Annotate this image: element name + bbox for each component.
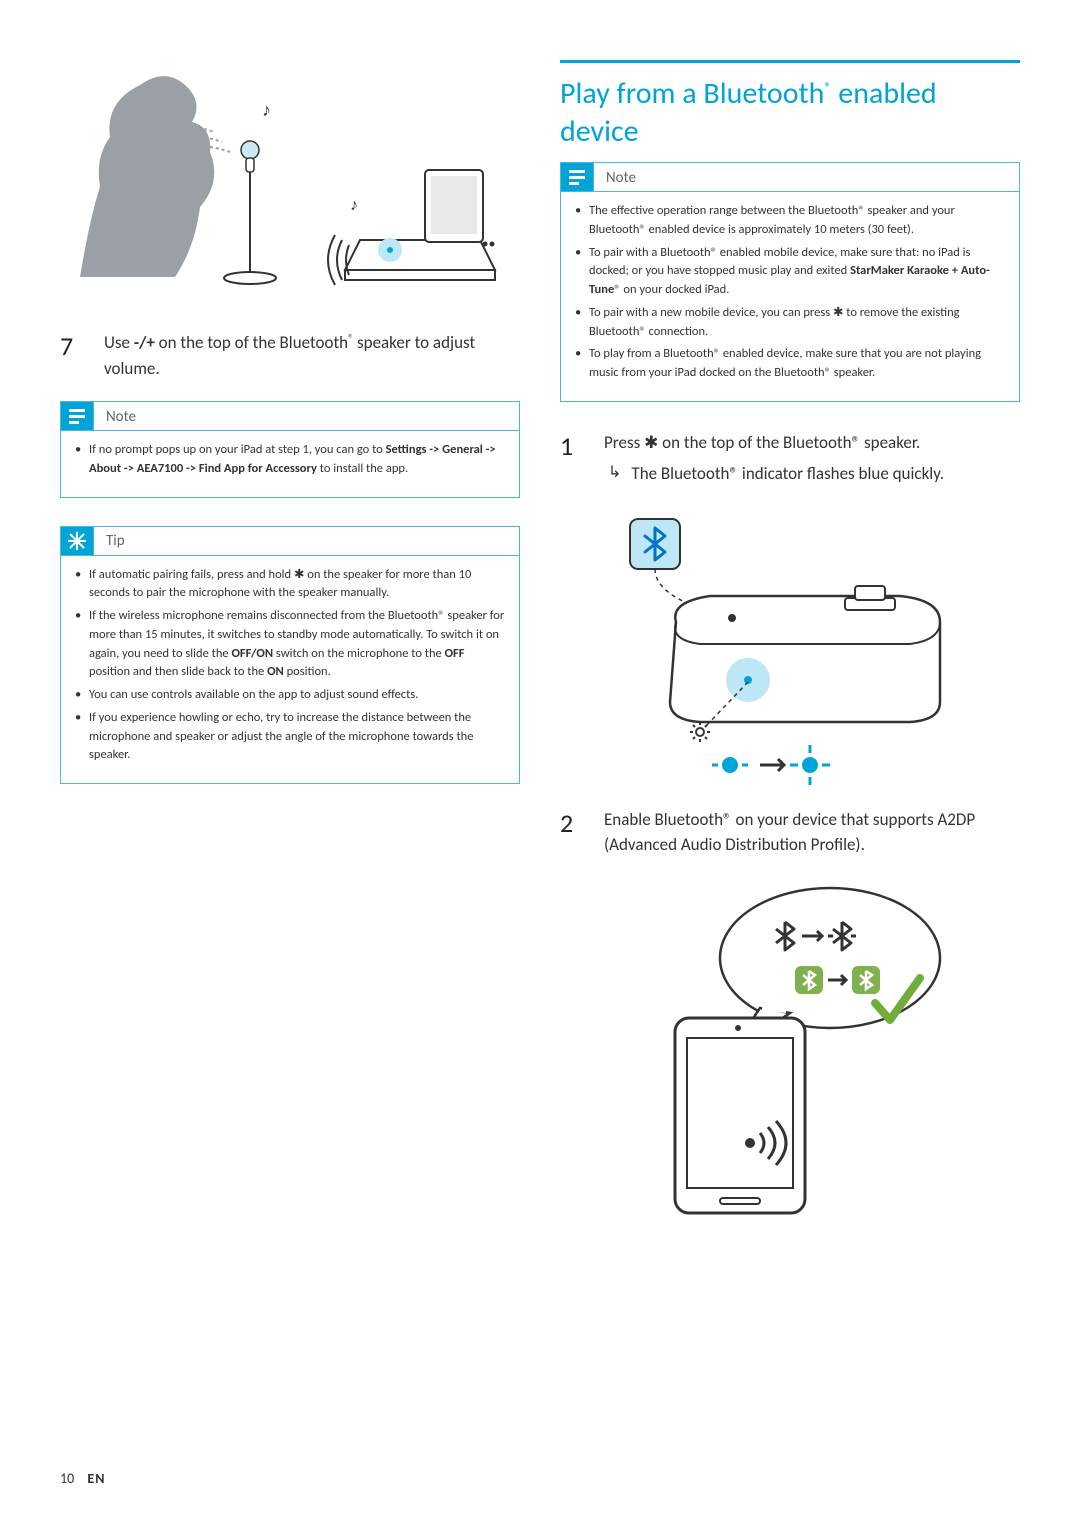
step-number: 7 (60, 330, 84, 381)
step-2: 2 Enable Bluetooth® on your device that … (560, 807, 1020, 858)
note-item: To pair with a new mobile device, you ca… (575, 304, 1005, 342)
tip-item: If you experience howling or echo, try t… (75, 709, 505, 765)
tip-item: You can use controls available on the ap… (75, 686, 505, 705)
note-icon (60, 401, 94, 431)
result-arrow-icon: ↳ (608, 461, 621, 487)
sup: ® (824, 79, 831, 96)
note-label: Note (106, 408, 136, 426)
page-footer: 10 EN (60, 1470, 105, 1487)
tip-item: If the wireless microphone remains disco… (75, 607, 505, 682)
note-item: To play from a Bluetooth® enabled device… (575, 345, 1005, 383)
note-list-right: The effective operation range between th… (575, 202, 1005, 383)
step-1-text: Press ✱ on the top of the Bluetooth® spe… (604, 430, 944, 456)
box-header: Note (561, 163, 1019, 192)
t: to install the app. (317, 461, 408, 476)
note-item: If no prompt pops up on your iPad at ste… (75, 441, 505, 479)
step-2-text: Enable Bluetooth® on your device that su… (604, 807, 1020, 858)
page-lang: EN (87, 1470, 105, 1487)
note-icon (560, 162, 594, 192)
step-1-sub-text: The Bluetooth® indicator flashes blue qu… (631, 461, 944, 487)
note-item: To pair with a Bluetooth® enabled mobile… (575, 244, 1005, 300)
note-label: Note (606, 169, 636, 187)
t: -/+ (134, 332, 155, 353)
box-header: Note (61, 402, 519, 431)
note-box-left: Note If no prompt pops up on your iPad a… (60, 401, 520, 498)
t: Use (104, 332, 134, 353)
page-columns: ♪ ♪ 7 (60, 60, 1020, 1238)
right-column: Play from a Bluetooth® enabled device No… (560, 60, 1020, 1238)
svg-text:♪: ♪ (262, 99, 271, 121)
tip-label: Tip (106, 532, 125, 550)
page-number: 10 (60, 1470, 74, 1487)
illustration-speaker-button (560, 507, 1020, 787)
illustration-phone-pairing (560, 878, 1020, 1218)
step-7-text: Use -/+ on the top of the Bluetooth® spe… (104, 330, 520, 381)
step-number: 1 (560, 430, 584, 487)
section-title: Play from a Bluetooth® enabled device (560, 60, 1020, 150)
step-number: 2 (560, 807, 584, 858)
left-column: ♪ ♪ 7 (60, 60, 520, 1238)
step-7: 7 Use -/+ on the top of the Bluetooth® s… (60, 330, 520, 381)
box-body: If no prompt pops up on your iPad at ste… (61, 430, 519, 497)
illustration-singing: ♪ ♪ (60, 60, 520, 290)
note-box-right: Note The effective operation range betwe… (560, 162, 1020, 402)
box-body: If automatic pairing fails, press and ho… (61, 555, 519, 784)
tip-box: Tip If automatic pairing fails, press an… (60, 526, 520, 785)
tip-item: If automatic pairing fails, press and ho… (75, 566, 505, 604)
step-1-sub: ↳ The Bluetooth® indicator flashes blue … (608, 461, 944, 487)
t: on the top of the Bluetooth (155, 332, 348, 353)
tip-icon (60, 526, 94, 556)
svg-text:♪: ♪ (350, 196, 358, 215)
t: Play from a Bluetooth (560, 75, 824, 112)
tip-list: If automatic pairing fails, press and ho… (75, 566, 505, 766)
step-1-body: Press ✱ on the top of the Bluetooth® spe… (604, 430, 944, 487)
t: If no prompt pops up on your iPad at ste… (89, 442, 386, 457)
note-item: The effective operation range between th… (575, 202, 1005, 240)
box-header: Tip (61, 527, 519, 556)
box-body: The effective operation range between th… (561, 191, 1019, 401)
step-1: 1 Press ✱ on the top of the Bluetooth® s… (560, 430, 1020, 487)
